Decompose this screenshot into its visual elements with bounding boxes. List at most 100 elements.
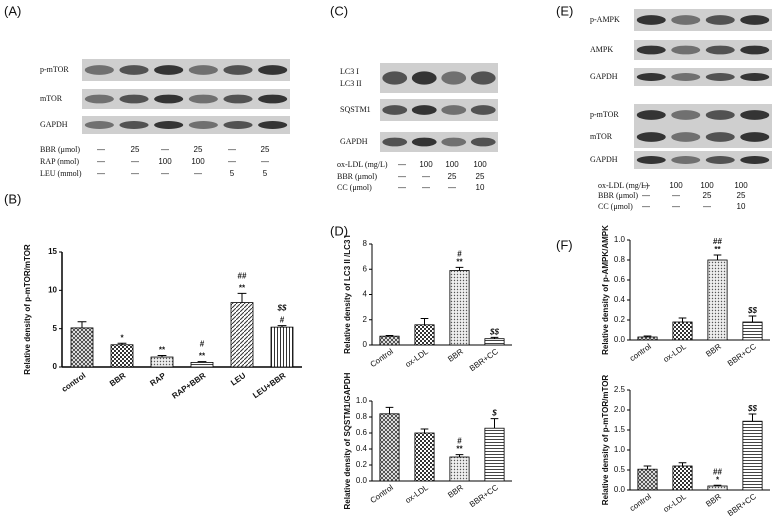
blot-band (705, 156, 735, 164)
bar (484, 338, 505, 346)
blot-band (258, 121, 288, 129)
condition-value: 25 (194, 145, 203, 154)
error-bar (678, 462, 687, 466)
blot-band (154, 94, 184, 104)
x-tick-label: control (60, 371, 87, 394)
bar (414, 324, 435, 346)
significance-mark: ## (238, 272, 247, 281)
panel-label: (B) (4, 191, 21, 206)
y-tick-label: 0.8 (614, 255, 626, 264)
blot-band (84, 121, 114, 129)
y-tick-label: 0.8 (356, 412, 368, 421)
significance-mark: ## (713, 467, 722, 476)
y-tick-label: 8 (363, 239, 368, 248)
error-bar (237, 292, 247, 303)
significance-mark: ** (456, 445, 463, 454)
condition-label: CC (μmol) (598, 202, 633, 211)
bar (707, 259, 728, 341)
blot-band (671, 132, 701, 142)
significance-mark: ** (159, 346, 166, 355)
blot-band (636, 73, 666, 81)
blot-band (740, 156, 770, 164)
error-bar (748, 315, 757, 322)
condition-value: 100 (700, 181, 714, 190)
blot-row-label: p-AMPK (590, 15, 620, 24)
x-tick-label: ox-LDL (404, 483, 431, 505)
condition-value: — (642, 181, 650, 190)
error-bar (157, 355, 167, 358)
blot-band (470, 105, 496, 115)
x-tick-label: BBR+CC (726, 492, 758, 518)
condition-label: RAP (nmol) (40, 157, 79, 166)
condition-value: 100 (445, 160, 459, 169)
y-tick-label: 0.2 (356, 460, 368, 469)
x-tick-label: RAP (148, 371, 168, 388)
x-tick-label: BBR (108, 371, 128, 388)
blot-strip (82, 89, 290, 109)
significance-mark: $$ (277, 304, 287, 313)
y-axis-label: Relative density of p-mTOR/mTOR (23, 244, 32, 375)
y-tick-label: 0.4 (614, 295, 626, 304)
condition-value: 100 (473, 160, 487, 169)
condition-value: 100 (669, 181, 683, 190)
condition-value: — (131, 157, 139, 166)
significance-mark: ** (199, 352, 206, 361)
condition-value: — (97, 169, 105, 178)
blot-band (84, 65, 114, 75)
blot-band (705, 73, 735, 81)
y-tick-label: 0.6 (356, 428, 368, 437)
bar (637, 336, 658, 341)
blot-band (671, 110, 701, 120)
condition-value: — (398, 160, 406, 169)
condition-value: 100 (158, 157, 172, 166)
y-tick-label: 0.0 (356, 476, 368, 485)
condition-value: — (97, 145, 105, 154)
y-tick-label: 0 (363, 340, 368, 349)
condition-value: 25 (737, 191, 746, 200)
error-bar (197, 361, 207, 363)
condition-value: — (672, 191, 680, 200)
condition-label: BBR (μmol) (337, 172, 377, 181)
blot-band (740, 132, 770, 142)
blot-strip (634, 9, 772, 31)
blot-row-label: mTOR (40, 94, 63, 103)
significance-mark: # (280, 316, 285, 325)
y-tick-label: 0.4 (356, 444, 368, 453)
condition-value: — (97, 157, 105, 166)
blot-band (84, 94, 114, 104)
blot-band (740, 15, 770, 25)
significance-mark: $$ (489, 328, 499, 337)
error-bar (490, 336, 499, 339)
blot-row-label: p-mTOR (40, 65, 69, 74)
x-tick-label: BBR+CC (726, 342, 758, 368)
blot-band (671, 73, 701, 81)
blot-row-label: mTOR (590, 132, 613, 141)
blot-band (470, 71, 496, 85)
blot-band (119, 65, 149, 75)
error-bar (713, 484, 722, 486)
condition-value: — (261, 157, 269, 166)
error-bar (490, 418, 499, 429)
error-bar (420, 317, 429, 325)
significance-mark: # (457, 437, 462, 446)
condition-value: 100 (734, 181, 748, 190)
blot-band (411, 137, 437, 147)
blot-band (382, 71, 408, 85)
significance-mark: ** (456, 257, 463, 266)
condition-value: 25 (703, 191, 712, 200)
blot-band (636, 110, 666, 120)
panel-label: (C) (330, 3, 348, 18)
blot-band (223, 65, 253, 75)
significance-mark: ** (714, 245, 721, 254)
condition-value: 25 (261, 145, 270, 154)
condition-value: — (642, 191, 650, 200)
error-bar (643, 465, 652, 470)
blot-strip (634, 126, 772, 148)
bar (707, 485, 728, 491)
blot-band (258, 94, 288, 104)
error-bar (385, 406, 394, 414)
significance-mark: $$ (747, 404, 757, 413)
blot-band (705, 110, 735, 120)
x-tick-label: LEU (229, 371, 247, 388)
blot-band (223, 94, 253, 104)
